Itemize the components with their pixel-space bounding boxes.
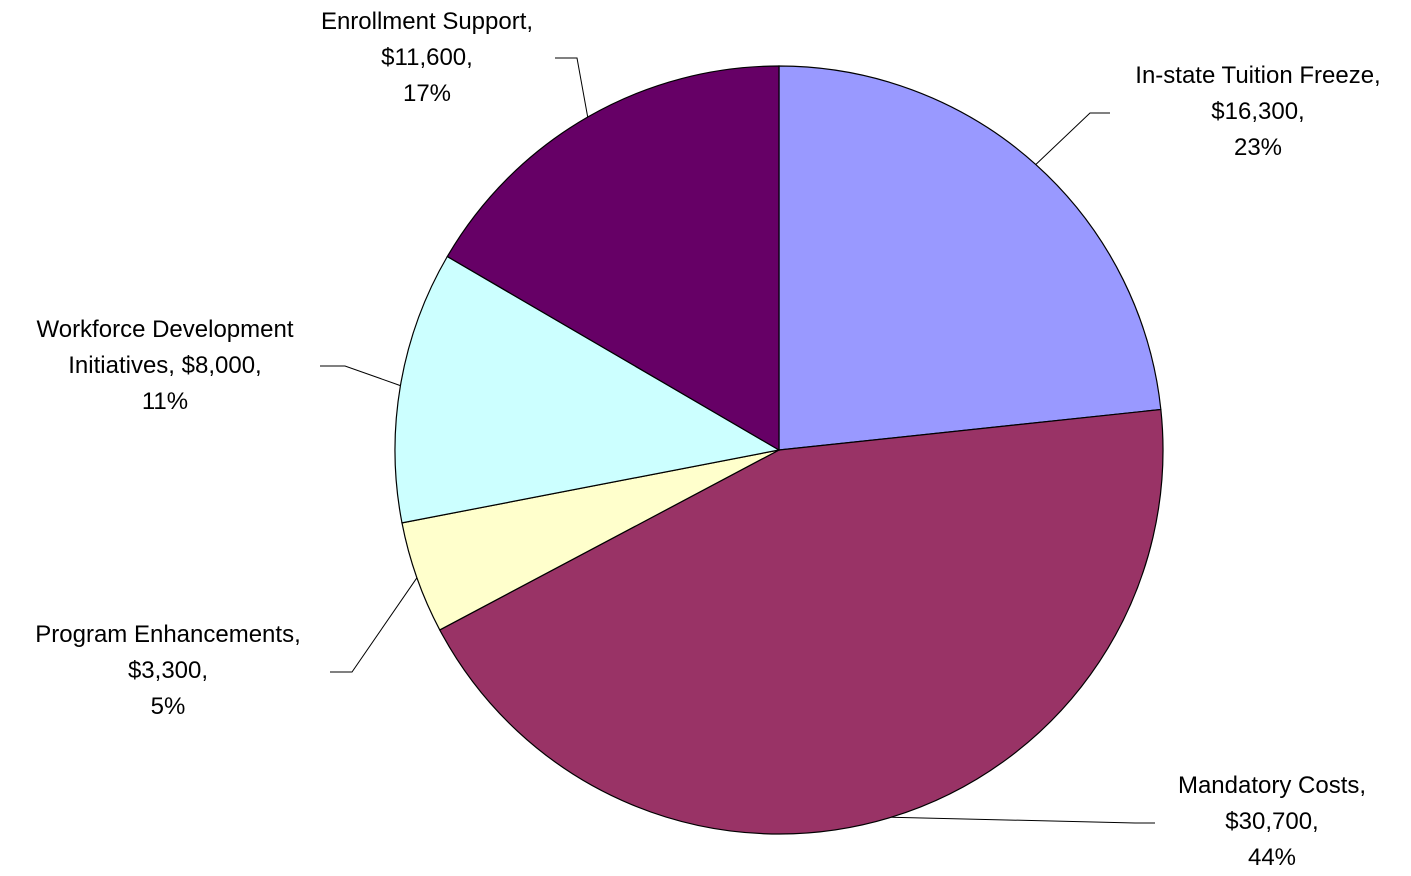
label-workforce-development-initiatives: Workforce Development Initiatives, $8,00… bbox=[37, 312, 294, 420]
label-line: 17% bbox=[402, 80, 452, 107]
leader-line-mandatory-costs bbox=[891, 816, 1155, 824]
label-mandatory-costs: Mandatory Costs, $30,700, 44% bbox=[1178, 768, 1366, 876]
label-in-state-tuition-freeze: In-state Tuition Freeze, $16,300, 23% bbox=[1135, 58, 1380, 166]
leader-lines bbox=[320, 57, 1155, 824]
label-line: Initiatives, $8,000, bbox=[68, 352, 262, 379]
leader-line-in-state-tuition-freeze bbox=[1035, 112, 1110, 165]
label-line: 5% bbox=[150, 693, 186, 720]
pie-slice-workforce-development-initiatives bbox=[394, 255, 781, 524]
label-program-enhancements: Program Enhancements, $3,300, 5% bbox=[35, 617, 300, 725]
label-enrollment-support: Enrollment Support, $11,600, 17% bbox=[321, 4, 533, 112]
leader-line-workforce-development-initiatives bbox=[320, 365, 401, 387]
label-line: Workforce Development bbox=[36, 316, 294, 343]
label-line: Enrollment Support, bbox=[320, 8, 534, 35]
label-line: $30,700, bbox=[1225, 808, 1319, 835]
label-line: 44% bbox=[1247, 844, 1297, 871]
pie-slices bbox=[394, 65, 1164, 835]
label-line: Mandatory Costs, bbox=[1177, 772, 1367, 799]
pie-slice-in-state-tuition-freeze bbox=[778, 65, 1162, 451]
label-line: 23% bbox=[1233, 134, 1283, 161]
pie-slice-enrollment-support bbox=[446, 65, 780, 452]
leader-line-enrollment-support bbox=[555, 57, 589, 118]
label-line: $11,600, bbox=[381, 44, 473, 71]
label-line: 11% bbox=[141, 388, 189, 415]
label-line: $3,300, bbox=[127, 657, 209, 684]
label-line: In-state Tuition Freeze, bbox=[1135, 62, 1381, 89]
leader-line-program-enhancements bbox=[330, 577, 418, 673]
label-line: $16,300, bbox=[1211, 98, 1305, 125]
label-line: Program Enhancements, bbox=[35, 621, 301, 648]
